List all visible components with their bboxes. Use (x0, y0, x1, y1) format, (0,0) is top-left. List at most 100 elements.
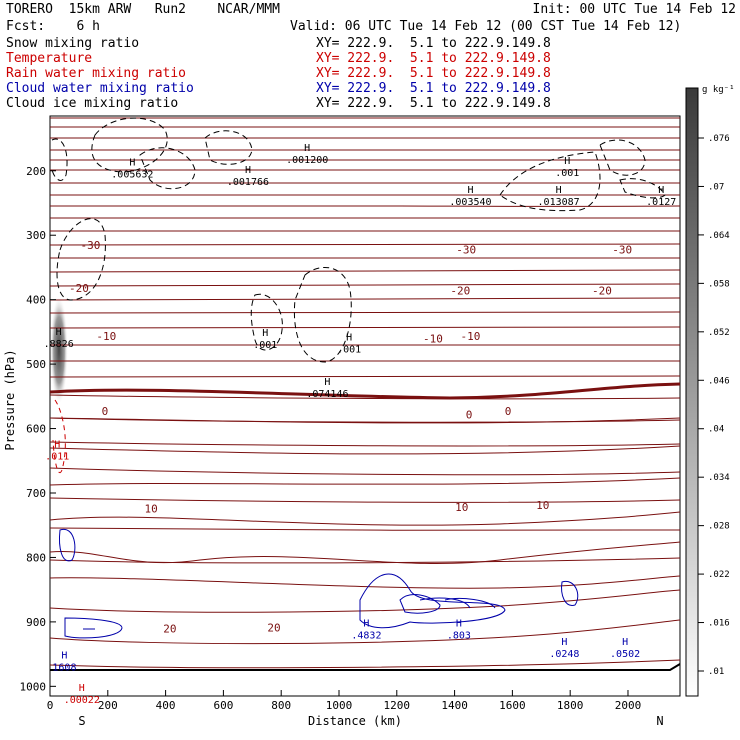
temperature-label: -10 (423, 332, 443, 345)
colorbar-tick-label: .07 (708, 182, 724, 192)
colorbar-ticks: .01 .016 .022 .028 .034 .04 .046 .052 .058 .064 .0… (698, 134, 730, 677)
extremum-label: .001766 (227, 177, 269, 188)
extremum-marker: H (456, 619, 462, 630)
extremum-marker: H (262, 328, 268, 339)
extremum-label: .001 (337, 345, 361, 356)
field-name-cloud-water: Cloud water mixing ratio (6, 81, 194, 96)
y-tick-label: 200 (26, 165, 46, 178)
colorbar-tick-label: .016 (708, 619, 730, 629)
extremum-label: .001 (253, 340, 277, 351)
field-name-cloud-ice: Cloud ice mixing ratio (6, 96, 179, 111)
rain-contour (52, 399, 66, 473)
south-label: S (78, 714, 85, 728)
colorbar-tick-label: .04 (708, 425, 724, 435)
extrema-labels: H.005632 H.001766H.001200H.003540H.013087… (44, 143, 677, 706)
extremum-label: .0127 (646, 197, 676, 208)
plot-frame (49, 115, 681, 697)
extremum-marker: H (56, 327, 62, 338)
colorbar-tick-label: .058 (708, 279, 730, 289)
field-xy-cloud-ice: XY= 222.9. 5.1 to 222.9.149.8 (316, 96, 551, 111)
y-tick-label: 1000 (20, 680, 47, 693)
temperature-label: 0 (505, 405, 512, 418)
temperature-label: -20 (69, 282, 89, 295)
snow-shading (50, 295, 68, 405)
temperature-label: 10 (455, 501, 468, 514)
colorbar (685, 87, 699, 697)
extremum-label: .0248 (549, 649, 579, 660)
extremum-marker: H (304, 143, 310, 154)
temperature-label: 20 (267, 622, 280, 635)
x-tick-label: 1600 (499, 699, 526, 712)
field-xy-temperature: XY= 222.9. 5.1 to 222.9.149.8 (316, 51, 551, 66)
extremum-label: .074146 (306, 389, 348, 400)
upper-isotherms (49, 117, 681, 564)
extremum-marker: H (61, 650, 67, 661)
extremum-label: .005632 (111, 169, 153, 180)
init-time: Init: 00 UTC Tue 14 Feb 12 (532, 2, 737, 17)
y-tick-label: 400 (26, 294, 46, 307)
extremum-marker: H (561, 637, 567, 648)
extremum-label: .011 (45, 452, 69, 463)
colorbar-tick-label: .046 (708, 376, 730, 386)
x-tick-label: 1400 (441, 699, 468, 712)
x-axis: 0 200 400 600 800 1000 1200 1400 1600 1800 2000 (47, 690, 642, 712)
y-tick-label: 800 (26, 551, 46, 564)
extremum-label: .00022 (64, 695, 100, 706)
extremum-label: .003540 (449, 197, 491, 208)
field-xy-cloud-water: XY= 222.9. 5.1 to 222.9.149.8 (316, 81, 551, 96)
extremum-marker: H (564, 156, 570, 167)
y-tick-label: 300 (26, 229, 46, 242)
north-label: N (656, 714, 663, 728)
forecast-hour: Fcst: 6 h (6, 19, 100, 34)
x-tick-label: 200 (98, 699, 118, 712)
temperature-label: -30 (456, 243, 476, 256)
y-axis-label: Pressure (hPa) (3, 349, 17, 450)
colorbar-tick-label: .034 (708, 473, 730, 483)
temperature-label: -20 (592, 285, 612, 298)
x-tick-label: 800 (271, 699, 291, 712)
temperature-label: 20 (163, 622, 176, 635)
temperature-label: 0 (466, 408, 473, 421)
field-name-rain: Rain water mixing ratio (6, 66, 187, 81)
temperature-label: -30 (81, 239, 101, 252)
extremum-marker: H (54, 440, 60, 451)
temperature-label: 10 (145, 502, 158, 515)
x-tick-label: 400 (156, 699, 176, 712)
extremum-marker: H (622, 637, 628, 648)
freezing-level-line (49, 382, 681, 400)
x-tick-label: 0 (47, 699, 54, 712)
extremum-label: .0502 (610, 649, 640, 660)
field-name-snow: Snow mixing ratio (6, 36, 140, 51)
colorbar-unit: g kg⁻¹ (702, 85, 735, 95)
extremum-label: .013087 (538, 197, 580, 208)
extremum-marker: H (363, 619, 369, 630)
extremum-marker: H (346, 333, 352, 344)
colorbar-tick-label: .052 (708, 328, 730, 338)
x-tick-label: 2000 (615, 699, 642, 712)
extremum-marker: H (129, 157, 135, 168)
colorbar-tick-label: .064 (708, 231, 730, 241)
temperature-label: -10 (461, 330, 481, 343)
x-tick-label: 1800 (557, 699, 584, 712)
temperature-label: -20 (450, 285, 470, 298)
temperature-label: -30 (612, 243, 632, 256)
y-tick-label: 500 (26, 358, 46, 371)
extremum-marker: H (658, 185, 664, 196)
temperature-labels: -30 -30 -30 -20 -20 -20 -10 -10 -10 0 0 0 10 10 10 20 20 (69, 239, 632, 635)
y-tick-label: 600 (26, 423, 46, 436)
colorbar-tick-label: .028 (708, 522, 730, 532)
extremum-label: .001 (555, 168, 579, 179)
temperature-label: -10 (96, 330, 116, 343)
field-xy-snow: XY= 222.9. 5.1 to 222.9.149.8 (316, 36, 551, 51)
field-xy-rain: XY= 222.9. 5.1 to 222.9.149.8 (316, 66, 551, 81)
extremum-label: .001200 (286, 155, 328, 166)
field-name-temperature: Temperature (6, 51, 93, 66)
colorbar-tick-label: .022 (708, 570, 730, 580)
extremum-marker: H (245, 165, 251, 176)
snow-ice-contours (51, 117, 666, 363)
x-tick-label: 600 (213, 699, 233, 712)
extremum-label: .4832 (351, 631, 381, 642)
colorbar-tick-label: .01 (708, 667, 724, 677)
model-title: TORERO 15km ARW Run2 NCAR/MMM (6, 2, 280, 17)
valid-time: Valid: 06 UTC Tue 14 Feb 12 (00 CST Tue … (290, 19, 682, 34)
